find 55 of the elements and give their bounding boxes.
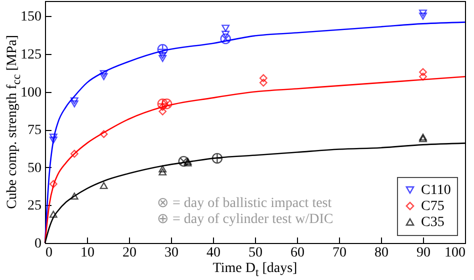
legend-label: C110 <box>421 183 451 198</box>
point <box>222 24 230 32</box>
x-tick-label: 20 <box>122 246 136 260</box>
point <box>100 130 108 138</box>
point <box>70 192 78 200</box>
y-tick-label: 150 <box>20 10 42 25</box>
point <box>158 54 167 62</box>
point <box>100 73 108 80</box>
point <box>212 152 223 164</box>
point <box>259 78 268 87</box>
x-tick-label: 10 <box>80 246 94 260</box>
point <box>157 44 168 55</box>
point <box>70 97 78 104</box>
point <box>158 107 167 116</box>
x-tick-label: 50 <box>248 246 262 260</box>
legend-label: C35 <box>421 215 444 230</box>
point <box>49 134 58 141</box>
point <box>259 74 268 82</box>
legend-label: C75 <box>421 199 444 214</box>
point <box>100 70 108 78</box>
point <box>419 68 427 76</box>
x-tick-label: 60 <box>290 246 304 260</box>
point <box>158 165 167 172</box>
y-tick-label: 25 <box>28 198 42 214</box>
point <box>419 10 427 17</box>
annotation: ⊕ = day of cylinder test w/DIC <box>157 212 334 227</box>
point <box>178 156 189 167</box>
point <box>222 30 230 38</box>
x-axis-title: Time D$_{t}$ [days] <box>212 261 298 279</box>
point <box>70 100 78 108</box>
x-tick-label: 90 <box>416 246 430 260</box>
point <box>161 98 172 110</box>
x-tick-label: 100 <box>444 246 466 260</box>
x-tick-label: 40 <box>206 246 220 260</box>
x-tick-label: 0 <box>46 246 52 260</box>
y-tick-label: 125 <box>20 47 42 62</box>
point <box>157 98 168 110</box>
point <box>158 102 167 111</box>
point <box>49 136 58 144</box>
point <box>49 180 58 188</box>
point <box>158 52 167 59</box>
point <box>419 72 427 81</box>
y-tick-label: 100 <box>20 85 42 100</box>
y-tick-label: 75 <box>28 123 42 138</box>
point <box>49 210 58 218</box>
x-tick-label: 80 <box>374 246 388 260</box>
x-tick-label: 70 <box>332 246 346 260</box>
point <box>220 33 231 44</box>
y-tick-label: 50 <box>28 160 42 176</box>
point <box>419 12 427 20</box>
annotation: ⊗ = day of ballistic impact test <box>157 196 332 211</box>
x-tick-label: 30 <box>164 246 178 260</box>
point <box>158 168 167 176</box>
point <box>100 182 108 190</box>
point <box>70 150 78 158</box>
